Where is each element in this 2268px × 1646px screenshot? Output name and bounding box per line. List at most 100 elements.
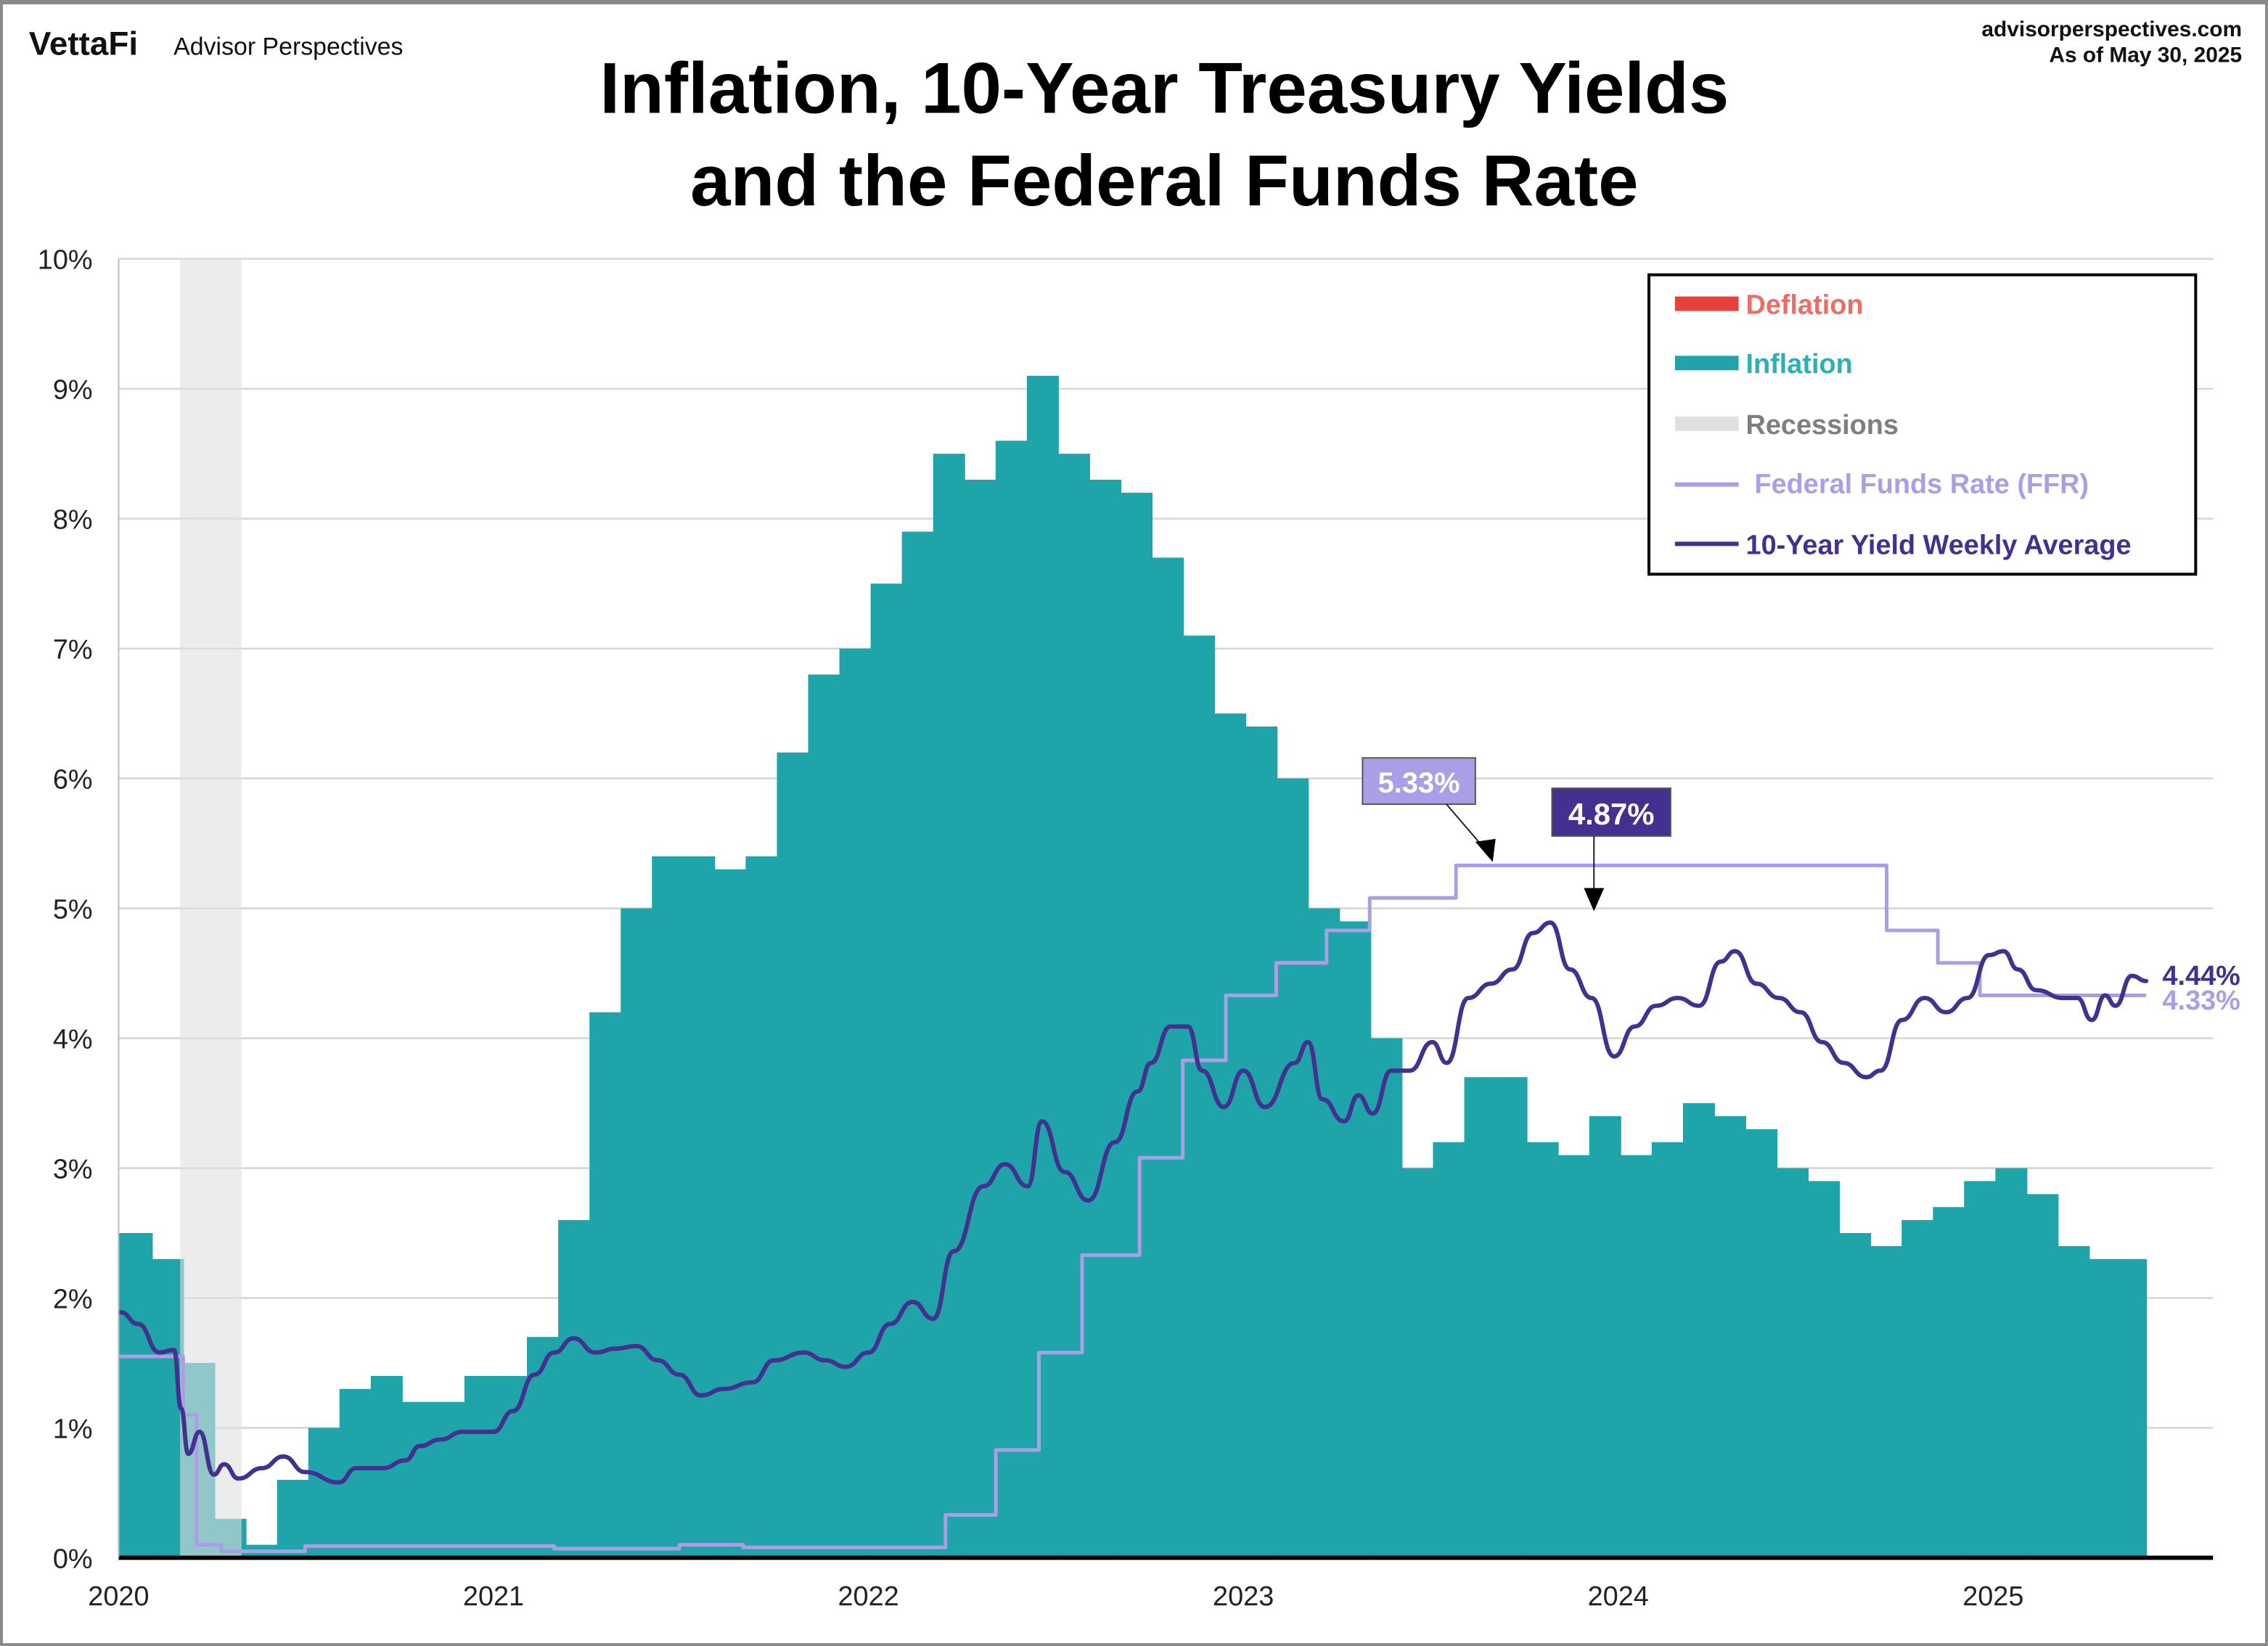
ffr-peak-label: 5.33% xyxy=(1378,767,1460,799)
legend-swatch-inflation xyxy=(1674,356,1739,371)
inflation-bar xyxy=(901,531,934,1558)
inflation-bar xyxy=(1026,375,1059,1558)
inflation-bar xyxy=(1901,1220,1934,1558)
as-of-date: As of May 30, 2025 xyxy=(2049,44,2242,67)
ffr-line xyxy=(118,864,2147,1553)
inflation-bar xyxy=(1745,1129,1777,1558)
y-tick-label: 7% xyxy=(53,635,93,666)
inflation-bar xyxy=(1495,1077,1528,1558)
ffr-last-label: 4.33% xyxy=(2163,986,2240,1016)
inflation-bar xyxy=(1370,1038,1403,1558)
legend-swatch-deflation xyxy=(1674,296,1739,311)
x-tick-label: 2023 xyxy=(1213,1581,1274,1612)
inflation-bar xyxy=(1995,1168,2028,1558)
inflation-bar xyxy=(339,1388,372,1558)
inflation-bar xyxy=(1933,1207,1965,1558)
inflation-bar xyxy=(1245,726,1278,1558)
ten-year-series xyxy=(118,920,2149,1485)
inflation-bar xyxy=(745,856,778,1558)
top-bar xyxy=(0,0,2268,4)
inflation-bar xyxy=(1651,1142,1684,1558)
y-axis-tick-labels: 0% 1% 2% 3% 4% 5% 6% 7% 8% 9% 10% xyxy=(38,245,93,1575)
x-tick-label: 2025 xyxy=(1962,1581,2023,1612)
inflation-bar xyxy=(1714,1115,1746,1558)
y-tick-label: 0% xyxy=(53,1544,93,1574)
inflation-bar xyxy=(1777,1168,1809,1558)
ten-year-last-label: 4.44% xyxy=(2163,961,2240,991)
recession-shading xyxy=(180,258,242,1558)
website: advisorperspectives.com xyxy=(1981,17,2242,41)
inflation-bar xyxy=(1526,1142,1559,1558)
inflation-bar xyxy=(621,908,653,1558)
inflation-bar xyxy=(433,1401,465,1558)
inflation-bar xyxy=(1120,492,1153,1558)
ten-year-peak-callout: 4.87% xyxy=(1551,787,1671,912)
x-tick-label: 2021 xyxy=(463,1581,524,1612)
inflation-bar xyxy=(1870,1245,1903,1558)
inflation-area xyxy=(118,375,2148,1558)
inflation-bar xyxy=(1808,1181,1841,1558)
inflation-bar xyxy=(652,856,684,1558)
y-tick-label: 8% xyxy=(53,505,93,536)
x-tick-label: 2020 xyxy=(88,1581,149,1612)
chart-title-line1: Inflation, 10-Year Treasury Yields xyxy=(599,48,1729,128)
y-tick-label: 6% xyxy=(53,765,93,795)
ten-year-line xyxy=(118,920,2149,1485)
brand-name: Advisor Perspectives xyxy=(173,33,403,61)
inflation-bar xyxy=(808,674,840,1558)
inflation-bar xyxy=(1589,1115,1621,1558)
inflation-bar xyxy=(277,1480,309,1558)
inflation-bar xyxy=(1464,1077,1497,1558)
y-tick-label: 10% xyxy=(38,245,93,276)
inflation-bar xyxy=(558,1220,591,1558)
inflation-bar xyxy=(1682,1103,1715,1558)
inflation-bar xyxy=(308,1428,340,1558)
inflation-bar xyxy=(933,454,965,1558)
x-tick-label: 2022 xyxy=(838,1581,898,1612)
y-tick-label: 4% xyxy=(53,1025,93,1055)
inflation-bar xyxy=(1089,479,1121,1558)
inflation-bar xyxy=(1183,635,1216,1558)
inflation-bar xyxy=(401,1401,434,1558)
inflation-bar xyxy=(1277,778,1309,1558)
inflation-bar xyxy=(1339,921,1372,1558)
y-tick-label: 5% xyxy=(53,895,93,925)
inflation-bar xyxy=(1839,1233,1872,1558)
legend-label-deflation: Deflation xyxy=(1746,290,1864,320)
legend-swatch-recession xyxy=(1674,416,1739,431)
legend-label-ffr: Federal Funds Rate (FFR) xyxy=(1754,470,2089,500)
ffr-series xyxy=(118,864,2147,1553)
inflation-bar xyxy=(2058,1245,2090,1558)
inflation-bar xyxy=(1214,713,1247,1558)
ffr-peak-callout: 5.33% xyxy=(1362,757,1496,862)
inflation-bar xyxy=(589,1012,622,1558)
arrow-down-icon xyxy=(1475,838,1496,862)
recession-band xyxy=(180,258,242,1558)
inflation-bar xyxy=(1308,908,1340,1558)
inflation-bar xyxy=(683,856,716,1558)
inflation-bar xyxy=(1401,1168,1434,1558)
x-tick-label: 2024 xyxy=(1588,1581,1649,1612)
ten-year-peak-label: 4.87% xyxy=(1568,797,1655,831)
inflation-bar xyxy=(1620,1155,1653,1558)
inflation-bar xyxy=(995,441,1028,1558)
inflation-bar xyxy=(1057,454,1090,1558)
x-axis-tick-labels: 2020 2021 2022 2023 2024 2025 xyxy=(88,1581,2023,1612)
inflation-bar xyxy=(2089,1258,2148,1558)
inflation-bar xyxy=(777,752,809,1558)
inflation-bar xyxy=(464,1375,497,1558)
inflation-bar xyxy=(2026,1194,2059,1558)
legend-label-inflation: Inflation xyxy=(1746,349,1853,380)
inflation-bar xyxy=(1964,1181,1997,1558)
legend-label-ten-year: 10-Year Yield Weekly Average xyxy=(1746,530,2132,560)
y-tick-label: 2% xyxy=(53,1284,93,1314)
inflation-bar xyxy=(964,479,996,1558)
inflation-bar xyxy=(870,584,903,1558)
chart-title-line2: and the Federal Funds Rate xyxy=(690,141,1638,221)
inflation-bar xyxy=(1557,1155,1590,1558)
y-tick-label: 3% xyxy=(53,1154,93,1184)
y-tick-label: 9% xyxy=(53,375,93,406)
arrow-down-icon xyxy=(1584,888,1605,912)
inflation-bar xyxy=(496,1375,528,1558)
